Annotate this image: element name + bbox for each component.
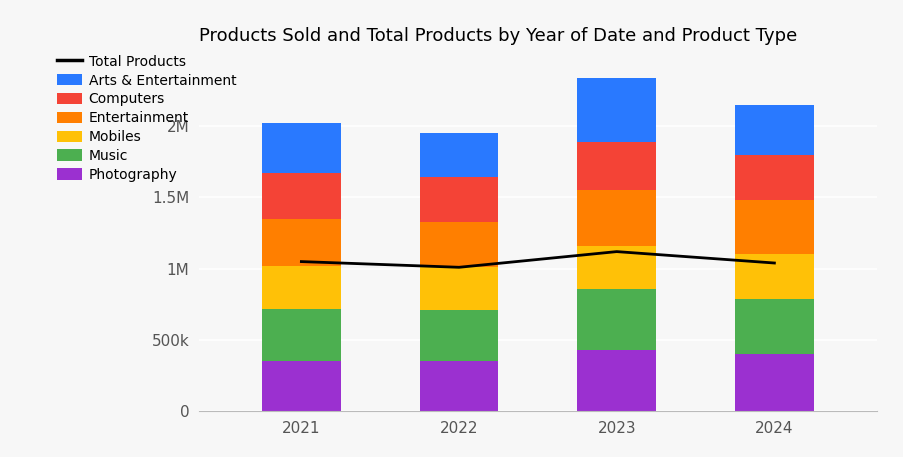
Bar	[734, 354, 813, 411]
Bar	[262, 173, 340, 219]
Bar	[419, 133, 498, 177]
Bar	[577, 246, 656, 289]
Bar	[734, 200, 813, 255]
Bar	[419, 177, 498, 222]
Legend: Total Products, Arts & Entertainment, Computers, Entertainment, Mobiles, Music, : Total Products, Arts & Entertainment, Co…	[57, 55, 236, 182]
Bar	[262, 123, 340, 173]
Bar	[419, 267, 498, 310]
Bar	[419, 361, 498, 411]
Bar	[262, 308, 340, 361]
Bar	[577, 190, 656, 246]
Bar	[577, 142, 656, 190]
Bar	[262, 266, 340, 308]
Text: Products Sold and Total Products by Year of Date and Product Type: Products Sold and Total Products by Year…	[199, 27, 796, 45]
Bar	[419, 222, 498, 267]
Bar	[577, 350, 656, 411]
Bar	[734, 154, 813, 200]
Bar	[262, 361, 340, 411]
Bar	[734, 105, 813, 154]
Bar	[419, 310, 498, 361]
Bar	[734, 299, 813, 354]
Bar	[577, 289, 656, 350]
Bar	[262, 219, 340, 266]
Bar	[734, 255, 813, 299]
Bar	[577, 78, 656, 142]
